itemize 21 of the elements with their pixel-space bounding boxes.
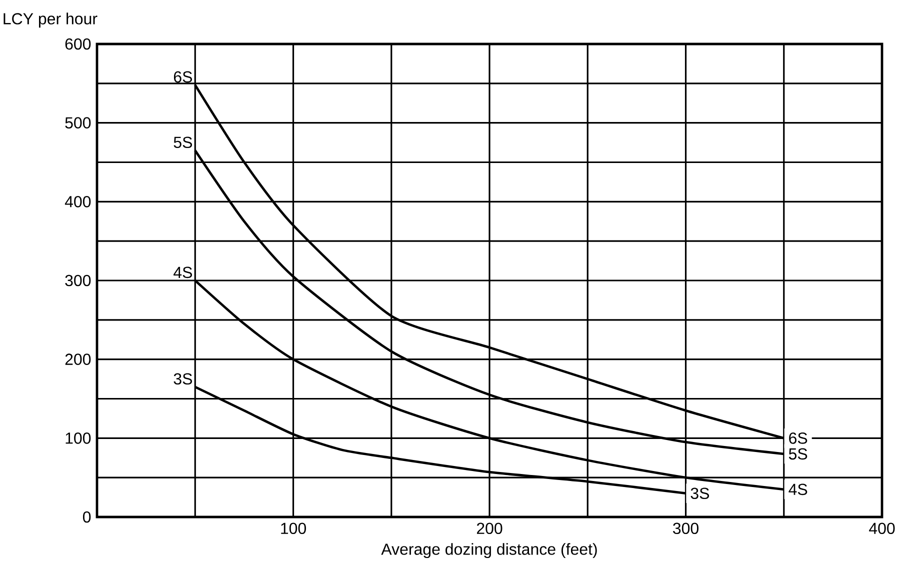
x-tick-label: 200 <box>476 522 502 534</box>
y-tick-label: 0 <box>83 511 91 523</box>
x-tick-label: 100 <box>281 522 306 534</box>
text: 6S <box>789 432 808 444</box>
y-axis-title: LCY per hour <box>4 12 98 28</box>
y-tick-label: 300 <box>65 274 91 286</box>
y-tick-label: 400 <box>64 196 91 208</box>
x-tick-label: 400 <box>869 522 895 534</box>
y-tick-label: 100 <box>66 432 91 444</box>
series-label: 5S <box>174 136 192 148</box>
y-tick-label: 200 <box>65 354 91 365</box>
series-label: 3S <box>174 373 192 385</box>
x-tick-label: 300 <box>673 522 698 534</box>
x-axis-title: Average dozing distance (feet) <box>381 543 597 558</box>
text: 3S <box>690 488 709 500</box>
series-label: 4S <box>174 266 192 278</box>
text: 5S <box>788 448 808 460</box>
y-tick-label: 500 <box>65 117 91 128</box>
series-label: 6S <box>174 71 192 83</box>
y-tick-label: 600 <box>65 38 91 50</box>
text: 4S <box>788 484 808 496</box>
